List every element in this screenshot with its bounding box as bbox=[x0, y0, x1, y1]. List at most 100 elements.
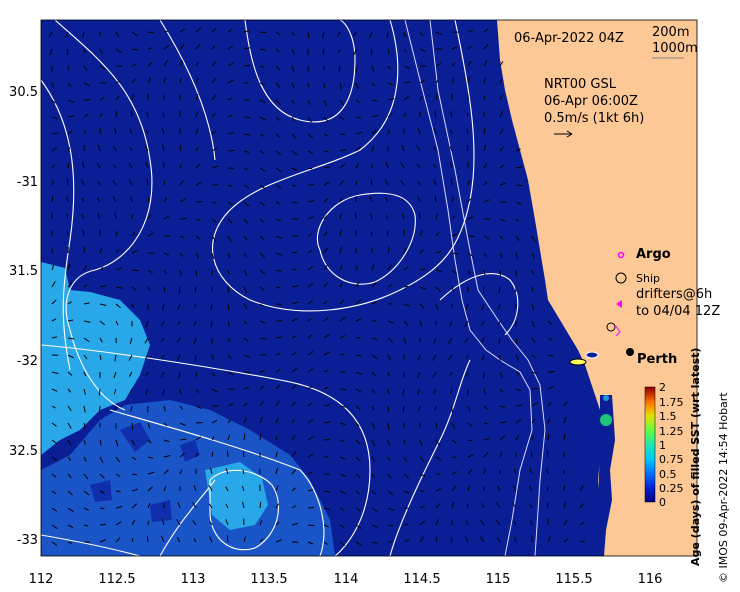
current-vector bbox=[83, 337, 90, 343]
current-vector bbox=[227, 354, 232, 360]
current-vector bbox=[546, 450, 549, 458]
current-vector bbox=[307, 436, 314, 441]
current-vector bbox=[291, 133, 297, 139]
current-vector bbox=[163, 30, 169, 33]
current-vector bbox=[227, 167, 234, 169]
current-vector bbox=[83, 48, 85, 54]
current-vector bbox=[243, 433, 246, 441]
current-vector bbox=[66, 178, 69, 186]
current-vector bbox=[144, 337, 149, 344]
current-vector bbox=[419, 249, 424, 254]
current-vector bbox=[83, 320, 91, 323]
current-vector bbox=[275, 521, 280, 526]
current-vector bbox=[211, 112, 216, 118]
current-vector bbox=[179, 164, 182, 169]
current-vector bbox=[547, 418, 551, 424]
current-vector bbox=[355, 422, 360, 427]
current-vector bbox=[291, 384, 297, 390]
current-vector bbox=[195, 163, 201, 169]
current-vector bbox=[179, 452, 186, 458]
current-vector bbox=[51, 281, 56, 288]
current-vector bbox=[177, 320, 181, 326]
current-vector bbox=[402, 371, 405, 378]
current-vector bbox=[193, 484, 197, 492]
current-vector bbox=[384, 196, 389, 203]
current-vector bbox=[67, 263, 71, 271]
current-vector bbox=[547, 518, 549, 526]
current-vector bbox=[371, 507, 378, 512]
current-vector bbox=[161, 127, 165, 135]
drifters-legend-label: drifters@6h bbox=[636, 287, 713, 302]
current-vector bbox=[370, 48, 373, 56]
current-vector bbox=[67, 130, 73, 135]
current-vector bbox=[291, 419, 295, 424]
current-vector bbox=[403, 95, 410, 101]
current-vector bbox=[259, 320, 266, 324]
current-vector bbox=[499, 388, 504, 393]
current-vector bbox=[162, 388, 165, 396]
current-vector bbox=[275, 417, 279, 424]
current-vector bbox=[323, 99, 327, 107]
current-vector bbox=[161, 519, 165, 526]
current-vector bbox=[483, 127, 486, 135]
current-vector bbox=[243, 218, 249, 224]
current-vector bbox=[483, 451, 489, 458]
current-vector bbox=[515, 184, 523, 187]
current-vector bbox=[385, 214, 389, 220]
current-vector bbox=[499, 421, 507, 424]
sst-age-dot bbox=[603, 395, 609, 401]
current-vector bbox=[225, 519, 229, 526]
current-vector bbox=[51, 132, 59, 135]
current-vector bbox=[115, 110, 118, 118]
current-vector bbox=[243, 269, 248, 276]
current-vector bbox=[515, 371, 520, 376]
current-vector bbox=[275, 133, 280, 138]
current-vector bbox=[403, 31, 406, 38]
current-vector bbox=[387, 388, 390, 394]
current-vector bbox=[97, 212, 101, 220]
current-vector bbox=[466, 128, 469, 135]
current-vector bbox=[275, 252, 283, 256]
current-vector bbox=[499, 61, 504, 67]
current-vector bbox=[339, 388, 347, 391]
current-vector bbox=[83, 388, 86, 395]
current-vector bbox=[66, 214, 69, 220]
current-vector bbox=[481, 337, 485, 342]
current-vector bbox=[291, 451, 297, 458]
current-vector bbox=[483, 269, 486, 276]
current-vector bbox=[192, 520, 197, 526]
current-vector bbox=[193, 538, 197, 543]
current-vector bbox=[371, 65, 375, 72]
current-vector bbox=[451, 485, 457, 492]
current-vector bbox=[179, 60, 184, 67]
current-vector bbox=[291, 65, 295, 73]
colorbar-tick: 1.25 bbox=[659, 425, 684, 438]
current-vector bbox=[515, 269, 517, 277]
current-vector bbox=[563, 501, 567, 509]
current-vector bbox=[83, 302, 90, 305]
current-vector bbox=[195, 218, 201, 221]
current-vector bbox=[208, 485, 213, 492]
current-vector bbox=[291, 251, 298, 254]
current-vector bbox=[467, 76, 470, 84]
current-vector bbox=[417, 127, 421, 135]
current-vector bbox=[371, 114, 379, 118]
current-vector bbox=[208, 503, 213, 509]
current-vector bbox=[403, 81, 411, 84]
current-vector bbox=[291, 184, 296, 187]
current-vector bbox=[353, 48, 357, 55]
current-vector bbox=[467, 60, 472, 67]
current-vector bbox=[242, 450, 245, 458]
current-vector bbox=[403, 456, 408, 463]
current-vector bbox=[401, 213, 405, 220]
current-vector bbox=[259, 184, 266, 190]
current-vector bbox=[579, 503, 585, 509]
current-vector bbox=[547, 433, 550, 441]
current-vector bbox=[449, 320, 453, 327]
current-vector bbox=[242, 501, 245, 509]
current-vector bbox=[131, 422, 134, 430]
current-vector bbox=[419, 48, 426, 53]
current-vector bbox=[483, 235, 490, 240]
current-vector bbox=[259, 235, 265, 240]
current-vector bbox=[483, 144, 486, 152]
